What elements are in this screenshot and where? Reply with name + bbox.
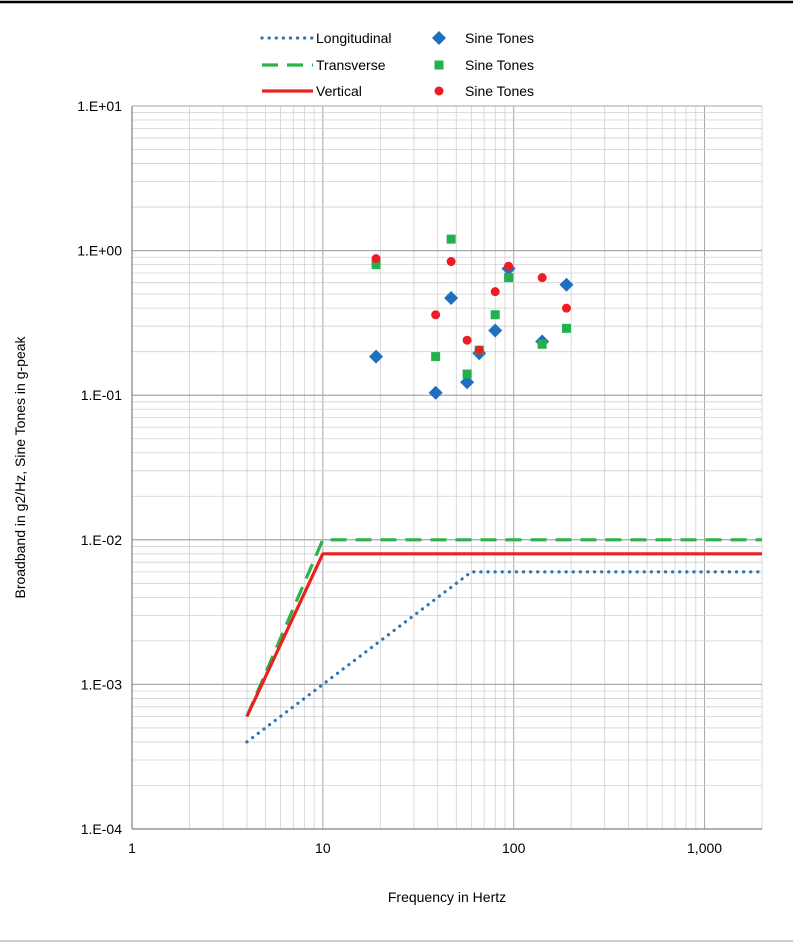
x-tick-label: 1 (128, 840, 136, 856)
data-point-square (504, 273, 514, 283)
y-tick-label: 1.E-04 (81, 821, 122, 837)
data-point-circle (446, 257, 456, 267)
legend-marker-circle (434, 86, 444, 96)
y-tick-label: 1.E-01 (81, 387, 122, 403)
legend-label: Sine Tones (465, 57, 534, 73)
legend-label: Vertical (316, 83, 362, 99)
data-point-diamond (559, 277, 574, 292)
series-markers-circle (371, 254, 571, 355)
y-tick-label: 1.E-02 (81, 532, 122, 548)
series-line-transverse (245, 538, 762, 718)
data-point-circle (561, 303, 571, 313)
x-axis-title: Frequency in Hertz (388, 889, 506, 905)
data-point-diamond (369, 349, 384, 364)
legend-marker-diamond (432, 31, 446, 45)
data-point-diamond (488, 323, 503, 338)
data-point-square (561, 323, 571, 333)
axis-labels: 1 10 100 1,000 1.E-04 1.E-03 1.E-02 1.E-01 1.E+0… (12, 98, 722, 905)
series-line-vertical (245, 552, 762, 718)
legend-label: Transverse (316, 57, 386, 73)
x-tick-label: 1,000 (687, 840, 722, 856)
legend-marker-square (434, 60, 444, 70)
data-point-circle (371, 254, 381, 264)
y-tick-label: 1.E+00 (77, 243, 122, 259)
data-point-square (446, 234, 456, 244)
data-point-square (537, 339, 547, 349)
data-point-square (431, 352, 441, 362)
legend-label: Longitudinal (316, 30, 392, 46)
x-tick-label: 100 (502, 840, 526, 856)
y-tick-label: 1.E-03 (81, 676, 122, 692)
data-point-circle (474, 345, 484, 355)
legend-label: Sine Tones (465, 83, 534, 99)
x-tick-label: 10 (315, 840, 331, 856)
data-point-diamond (428, 385, 443, 400)
data-point-square (371, 260, 381, 270)
legend: Longitudinal Transverse Vertical Sine Tones… (260, 30, 534, 99)
series-line-longitudinal (245, 570, 764, 744)
data-point-circle (462, 335, 472, 345)
data-point-square (490, 310, 500, 320)
data-point-square (462, 369, 472, 379)
data-point-circle (537, 273, 547, 283)
data-point-diamond (460, 375, 475, 390)
data-point-circle (504, 261, 514, 271)
data-point-diamond (444, 291, 459, 306)
y-tick-label: 1.E+01 (77, 98, 122, 114)
plot-series (245, 234, 764, 744)
legend-label: Sine Tones (465, 30, 534, 46)
data-point-circle (431, 310, 441, 320)
data-point-circle (490, 287, 500, 297)
y-axis-title: Broadband in g2/Hz, Sine Tones in g-peak (12, 335, 28, 598)
grid-lines (131, 105, 763, 830)
